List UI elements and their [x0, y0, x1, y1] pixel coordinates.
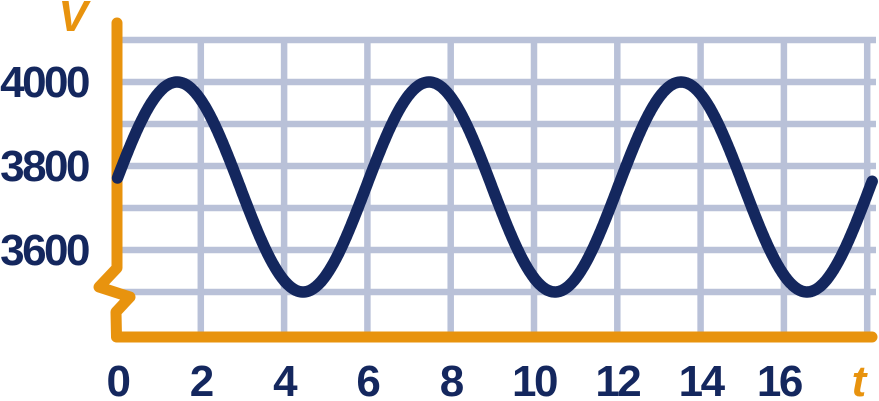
- x-tick-label-8: 8: [440, 357, 464, 401]
- x-axis-label: t: [852, 357, 869, 401]
- x-tick-label-12: 12: [595, 357, 640, 401]
- x-tick-label-14: 14: [679, 357, 726, 401]
- x-tick-label-4: 4: [273, 357, 298, 401]
- axes-with-break: [93, 17, 878, 343]
- sine-curve: [111, 76, 878, 298]
- y-axis-label: V: [58, 0, 91, 41]
- y-tick-label-3800: 3800: [0, 142, 89, 191]
- tick-labels: 4000 3800 3600 0 2 4 6 8 10 12 14 16: [0, 58, 804, 401]
- x-tick-label-10: 10: [512, 357, 557, 401]
- y-tick-label-3600: 3600: [0, 226, 89, 275]
- x-tick-label-0: 0: [107, 357, 130, 401]
- x-tick-label-16: 16: [757, 357, 802, 401]
- y-tick-label-4000: 4000: [0, 58, 89, 107]
- x-tick-label-2: 2: [190, 357, 213, 401]
- x-tick-label-6: 6: [356, 357, 379, 401]
